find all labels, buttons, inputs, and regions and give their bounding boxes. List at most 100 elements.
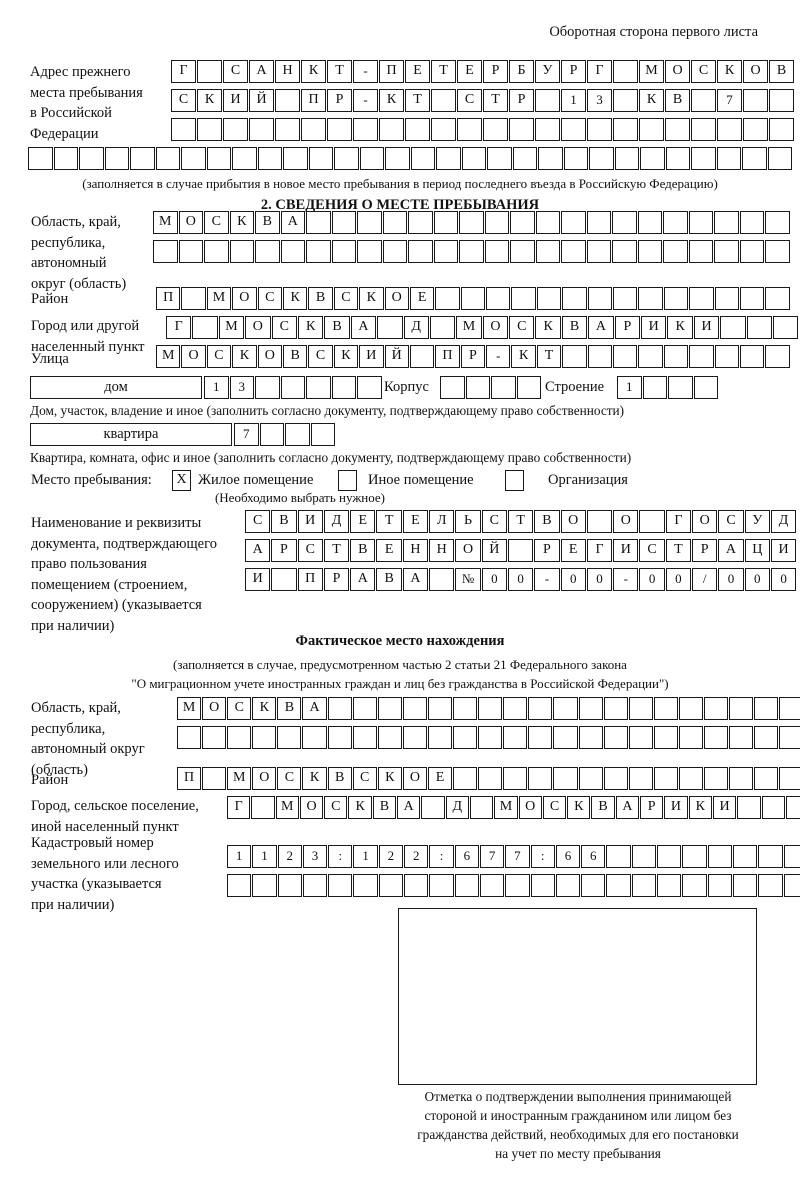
char-cell[interactable] <box>737 796 761 819</box>
char-cell[interactable] <box>688 240 713 263</box>
char-cell[interactable] <box>429 874 454 897</box>
char-cell[interactable]: К <box>688 796 712 819</box>
char-cell[interactable]: В <box>308 287 333 310</box>
char-cell[interactable] <box>586 240 611 263</box>
char-cell[interactable] <box>503 767 528 790</box>
char-cell[interactable]: 7 <box>717 89 742 112</box>
char-cell[interactable] <box>703 697 729 720</box>
char-cell[interactable]: А <box>302 697 327 720</box>
char-cell[interactable] <box>746 316 772 339</box>
char-cell[interactable]: Г <box>586 539 613 562</box>
char-cell[interactable]: С <box>204 211 229 234</box>
char-cell[interactable]: И <box>770 539 797 562</box>
char-cell[interactable]: Д <box>323 510 350 533</box>
char-cell[interactable] <box>729 726 754 749</box>
char-cell[interactable] <box>612 211 637 234</box>
char-cell[interactable]: Е <box>402 510 429 533</box>
char-cell[interactable] <box>761 796 785 819</box>
char-cell[interactable] <box>640 147 665 170</box>
char-cell[interactable] <box>663 345 689 368</box>
char-cell[interactable] <box>714 240 739 263</box>
char-cell[interactable] <box>743 89 768 112</box>
char-cell[interactable] <box>177 726 202 749</box>
char-cell[interactable]: 1 <box>353 845 378 868</box>
char-cell[interactable] <box>436 147 461 170</box>
char-cell[interactable]: И <box>245 568 271 591</box>
char-cell[interactable] <box>255 376 280 399</box>
char-cell[interactable] <box>306 211 331 234</box>
char-cell[interactable]: О <box>665 60 690 83</box>
char-cell[interactable] <box>232 147 257 170</box>
char-cell[interactable]: Е <box>376 539 402 562</box>
char-cell[interactable]: С <box>324 796 348 819</box>
char-cell[interactable] <box>653 767 678 790</box>
char-cell[interactable]: С <box>257 287 282 310</box>
char-cell[interactable]: : <box>530 845 555 868</box>
char-cell[interactable]: К <box>252 697 277 720</box>
char-cell[interactable]: М <box>275 796 299 819</box>
char-cell[interactable] <box>678 767 703 790</box>
char-cell[interactable]: К <box>348 796 372 819</box>
char-cell[interactable] <box>405 118 430 141</box>
char-cell[interactable]: С <box>481 510 507 533</box>
char-cell[interactable] <box>765 345 790 368</box>
char-cell[interactable] <box>637 240 662 263</box>
char-cell[interactable]: С <box>718 510 744 533</box>
char-cell[interactable] <box>285 423 310 446</box>
char-cell[interactable] <box>503 726 528 749</box>
char-cell[interactable]: П <box>301 89 326 112</box>
char-cell[interactable] <box>402 726 427 749</box>
char-cell[interactable]: В <box>561 316 588 339</box>
char-cell[interactable] <box>352 726 377 749</box>
char-cell[interactable] <box>331 376 356 399</box>
char-cell[interactable]: О <box>518 796 542 819</box>
char-cell[interactable] <box>653 726 678 749</box>
char-cell[interactable]: 2 <box>277 845 302 868</box>
char-cell[interactable]: 3 <box>229 376 254 399</box>
char-cell[interactable]: К <box>282 287 308 310</box>
char-cell[interactable] <box>739 287 765 310</box>
char-cell[interactable]: О <box>202 697 227 720</box>
char-cell[interactable]: К <box>333 345 359 368</box>
char-cell[interactable]: Т <box>507 510 534 533</box>
char-cell[interactable] <box>742 147 767 170</box>
char-cell[interactable]: В <box>769 60 794 83</box>
char-cell[interactable] <box>457 118 482 141</box>
char-cell[interactable]: Т <box>405 89 430 112</box>
char-cell[interactable]: И <box>613 539 639 562</box>
char-cell[interactable]: В <box>534 510 560 533</box>
char-cell[interactable] <box>716 147 741 170</box>
char-cell[interactable] <box>308 147 333 170</box>
char-cell[interactable]: П <box>435 345 460 368</box>
char-cell[interactable]: В <box>591 796 615 819</box>
cadastral-row-2[interactable] <box>227 874 800 897</box>
char-cell[interactable]: О <box>482 316 509 339</box>
char-cell[interactable] <box>510 240 535 263</box>
char-cell[interactable] <box>252 726 277 749</box>
char-cell[interactable] <box>668 376 693 399</box>
char-cell[interactable]: 7 <box>234 423 259 446</box>
char-cell[interactable] <box>469 796 494 819</box>
checkbox-organization[interactable] <box>505 470 524 491</box>
char-cell[interactable] <box>578 697 603 720</box>
char-cell[interactable]: Г <box>171 60 196 83</box>
char-cell[interactable] <box>613 89 638 112</box>
char-cell[interactable] <box>720 316 746 339</box>
char-cell[interactable] <box>277 874 302 897</box>
previous-address-row-3[interactable] <box>171 118 794 141</box>
char-cell[interactable] <box>459 240 484 263</box>
checkbox-residential[interactable]: X <box>172 470 191 491</box>
char-cell[interactable]: - <box>353 89 378 112</box>
char-cell[interactable] <box>562 287 587 310</box>
char-cell[interactable] <box>535 89 560 112</box>
char-cell[interactable] <box>302 726 327 749</box>
char-cell[interactable] <box>357 376 382 399</box>
char-cell[interactable] <box>665 118 690 141</box>
char-cell[interactable]: О <box>245 316 271 339</box>
char-cell[interactable] <box>754 767 779 790</box>
char-cell[interactable] <box>431 89 456 112</box>
char-cell[interactable]: Т <box>323 539 350 562</box>
char-cell[interactable] <box>202 726 227 749</box>
char-cell[interactable]: М <box>156 345 181 368</box>
